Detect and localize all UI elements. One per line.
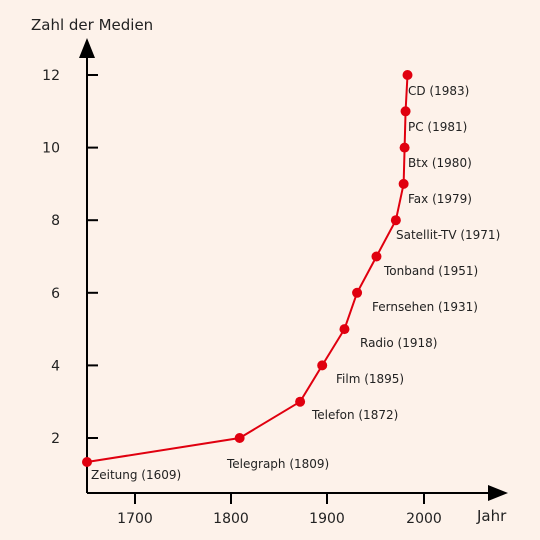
data-label: PC (1981) [408,120,467,134]
x-axis-label: Jahr [476,507,507,525]
x-tick-label: 2000 [406,511,442,527]
x-tick-label: 1700 [117,511,153,527]
series [82,70,413,467]
data-label: Zeitung (1609) [91,468,181,482]
y-axis-arrow [79,38,95,58]
data-point [317,360,328,371]
data-label: Btx (1980) [408,156,472,170]
y-tick-label: 8 [51,213,60,229]
data-point [352,287,363,298]
data-label: Fax (1979) [408,192,472,206]
data-label: CD (1983) [408,84,469,98]
data-point [82,457,92,467]
y-tick-label: 2 [51,431,60,447]
data-point [390,215,401,226]
labels: Zeitung (1609) Telegraph (1809) Telefon (1… [91,84,500,482]
y-tick-label: 12 [42,68,60,84]
x-tick-label: 1800 [213,511,249,527]
y-tick-label: 10 [42,141,60,157]
data-point [295,396,306,407]
data-label: Fernsehen (1931) [372,300,478,314]
data-label: Telefon (1872) [311,408,398,422]
y-tick-label: 4 [51,358,60,374]
data-point [339,324,350,335]
y-axis-label: Zahl der Medien [31,16,153,34]
x-axis-arrow [488,485,508,501]
data-point [399,142,410,153]
data-label: Telegraph (1809) [226,457,329,471]
data-point [400,106,411,117]
data-label: Satellit-TV (1971) [396,228,500,242]
data-point [371,251,382,262]
data-point [402,70,413,80]
y-tick-label: 6 [51,286,60,302]
data-label: Film (1895) [336,372,404,386]
series-line [86,74,409,463]
data-label: Radio (1918) [360,336,437,350]
data-point [234,433,245,443]
x-tick-label: 1900 [309,511,345,527]
axes: 2 4 6 8 10 12 1700 1800 1900 2000 Zahl der Medien J… [31,16,508,527]
data-label: Tonband (1951) [383,264,478,278]
data-point [398,178,409,189]
